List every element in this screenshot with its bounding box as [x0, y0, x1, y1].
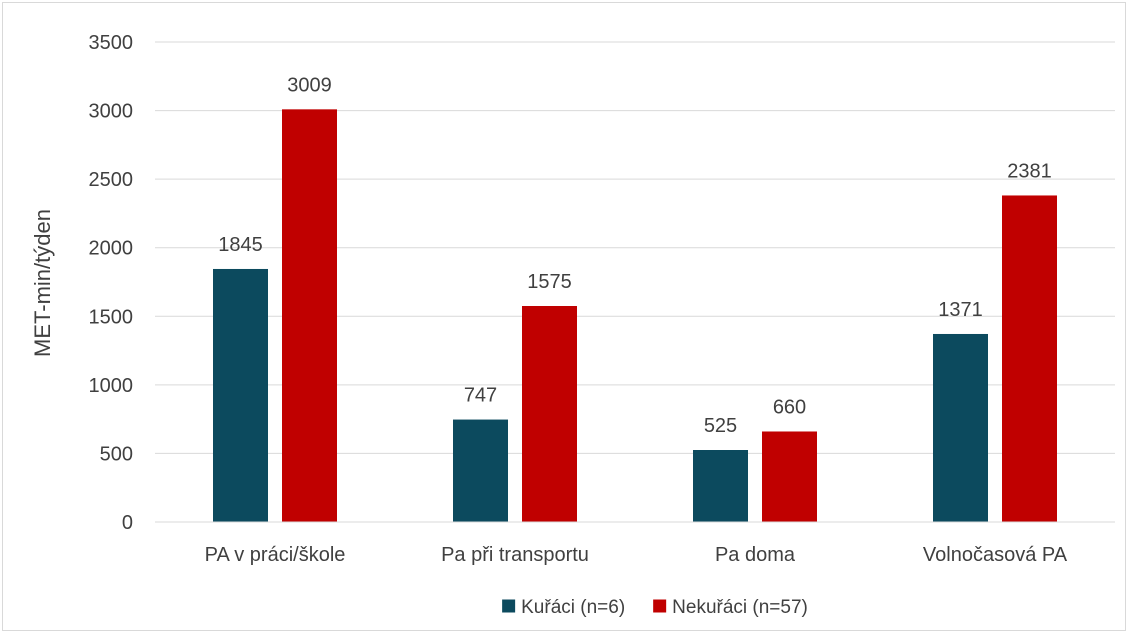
data-label: 660 [773, 396, 806, 418]
bars [213, 109, 1057, 522]
data-label: 1575 [527, 271, 572, 293]
bar [213, 268, 268, 522]
y-tick-label: 3500 [89, 32, 134, 54]
y-tick-label: 0 [122, 512, 133, 534]
x-tick-label: Pa při transportu [441, 544, 589, 566]
y-axis-label: MET-min/týden [30, 209, 55, 357]
bar [282, 109, 337, 522]
legend-label: Kuřáci (n=6) [521, 597, 625, 618]
bar [762, 431, 817, 522]
y-tick-label: 2000 [89, 238, 134, 260]
data-label: 747 [464, 385, 497, 407]
data-label: 1845 [218, 234, 263, 256]
bar [522, 306, 577, 522]
data-label: 1371 [938, 299, 983, 321]
y-tick-label: 1500 [89, 306, 134, 328]
data-label: 525 [704, 415, 737, 437]
x-tick-label: PA v práci/škole [205, 544, 346, 566]
x-tick-label: Volnočasová PA [923, 544, 1068, 566]
bar [933, 333, 988, 522]
y-tick-label: 2500 [89, 169, 134, 191]
data-label: 2381 [1007, 160, 1052, 182]
data-labels: 1845 3009 747 1575 525 660 1371 2381 [218, 74, 1052, 437]
legend-swatch [502, 599, 516, 613]
legend-swatch [653, 599, 667, 613]
x-axis-ticks: PA v práci/škole Pa při transportu Pa doma… [205, 544, 1068, 566]
legend-label: Nekuřáci (n=57) [672, 597, 808, 618]
bar [693, 450, 748, 522]
x-tick-label: Pa doma [715, 544, 796, 566]
data-label: 3009 [287, 74, 332, 96]
y-tick-label: 3000 [89, 101, 134, 123]
legend: Kuřáci (n=6) Nekuřáci (n=57) [502, 597, 808, 618]
y-tick-label: 500 [100, 443, 133, 465]
y-tick-label: 1000 [89, 375, 134, 397]
bar [453, 419, 508, 522]
bar [1002, 195, 1057, 522]
y-axis-ticks: 0 500 1000 1500 2000 2500 3000 3500 [89, 32, 134, 534]
